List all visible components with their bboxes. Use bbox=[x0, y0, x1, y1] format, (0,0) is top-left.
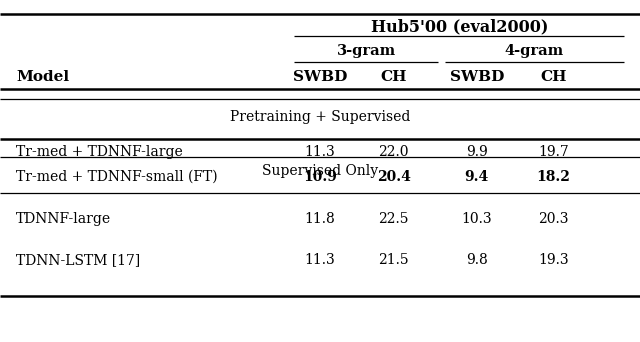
Text: TDNN-LSTM [17]: TDNN-LSTM [17] bbox=[16, 253, 140, 267]
Text: 20.3: 20.3 bbox=[538, 212, 569, 226]
Text: TDNNF-large: TDNNF-large bbox=[16, 212, 111, 226]
Text: Pretraining + Supervised: Pretraining + Supervised bbox=[230, 110, 410, 124]
Text: 22.0: 22.0 bbox=[378, 145, 409, 159]
Text: 19.3: 19.3 bbox=[538, 253, 569, 267]
Text: Tr-med + TDNNF-small (FT): Tr-med + TDNNF-small (FT) bbox=[16, 170, 218, 184]
Text: 4-gram: 4-gram bbox=[505, 44, 564, 57]
Text: SWBD: SWBD bbox=[293, 70, 347, 84]
Text: 22.5: 22.5 bbox=[378, 212, 409, 226]
Text: Hub5'00 (eval2000): Hub5'00 (eval2000) bbox=[371, 18, 548, 35]
Text: 11.8: 11.8 bbox=[305, 212, 335, 226]
Text: 9.9: 9.9 bbox=[466, 145, 488, 159]
Text: 11.3: 11.3 bbox=[305, 145, 335, 159]
Text: 3-gram: 3-gram bbox=[337, 44, 396, 57]
Text: CH: CH bbox=[540, 70, 567, 84]
Text: 10.3: 10.3 bbox=[461, 212, 492, 226]
Text: SWBD: SWBD bbox=[450, 70, 504, 84]
Text: 20.4: 20.4 bbox=[377, 170, 410, 184]
Text: Model: Model bbox=[16, 70, 69, 84]
Text: 21.5: 21.5 bbox=[378, 253, 409, 267]
Text: 11.3: 11.3 bbox=[305, 253, 335, 267]
Text: 9.8: 9.8 bbox=[466, 253, 488, 267]
Text: 18.2: 18.2 bbox=[537, 170, 570, 184]
Text: 9.4: 9.4 bbox=[465, 170, 489, 184]
Text: CH: CH bbox=[380, 70, 407, 84]
Text: 10.9: 10.9 bbox=[303, 170, 337, 184]
Text: Supervised Only: Supervised Only bbox=[262, 164, 378, 178]
Text: 19.7: 19.7 bbox=[538, 145, 569, 159]
Text: Tr-med + TDNNF-large: Tr-med + TDNNF-large bbox=[16, 145, 183, 159]
